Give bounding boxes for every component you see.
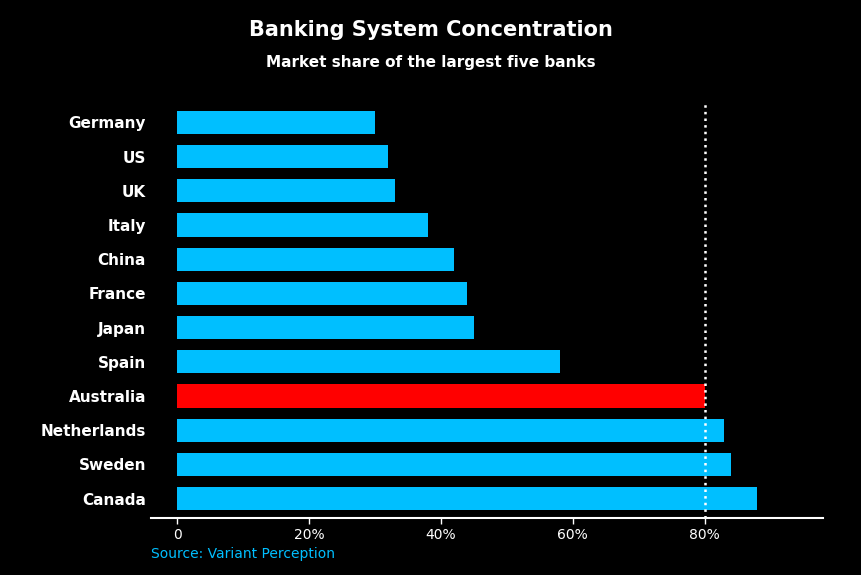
- Bar: [177, 213, 427, 236]
- Bar: [177, 110, 375, 134]
- Bar: [177, 453, 730, 476]
- Text: Market share of the largest five banks: Market share of the largest five banks: [266, 55, 595, 70]
- Bar: [177, 350, 559, 373]
- Bar: [177, 316, 474, 339]
- Bar: [177, 145, 387, 168]
- Bar: [177, 385, 703, 408]
- Bar: [177, 487, 757, 511]
- Bar: [177, 179, 394, 202]
- Text: Banking System Concentration: Banking System Concentration: [249, 20, 612, 40]
- Text: Source: Variant Perception: Source: Variant Perception: [151, 547, 334, 561]
- Bar: [177, 282, 467, 305]
- Bar: [177, 419, 723, 442]
- Bar: [177, 248, 454, 271]
